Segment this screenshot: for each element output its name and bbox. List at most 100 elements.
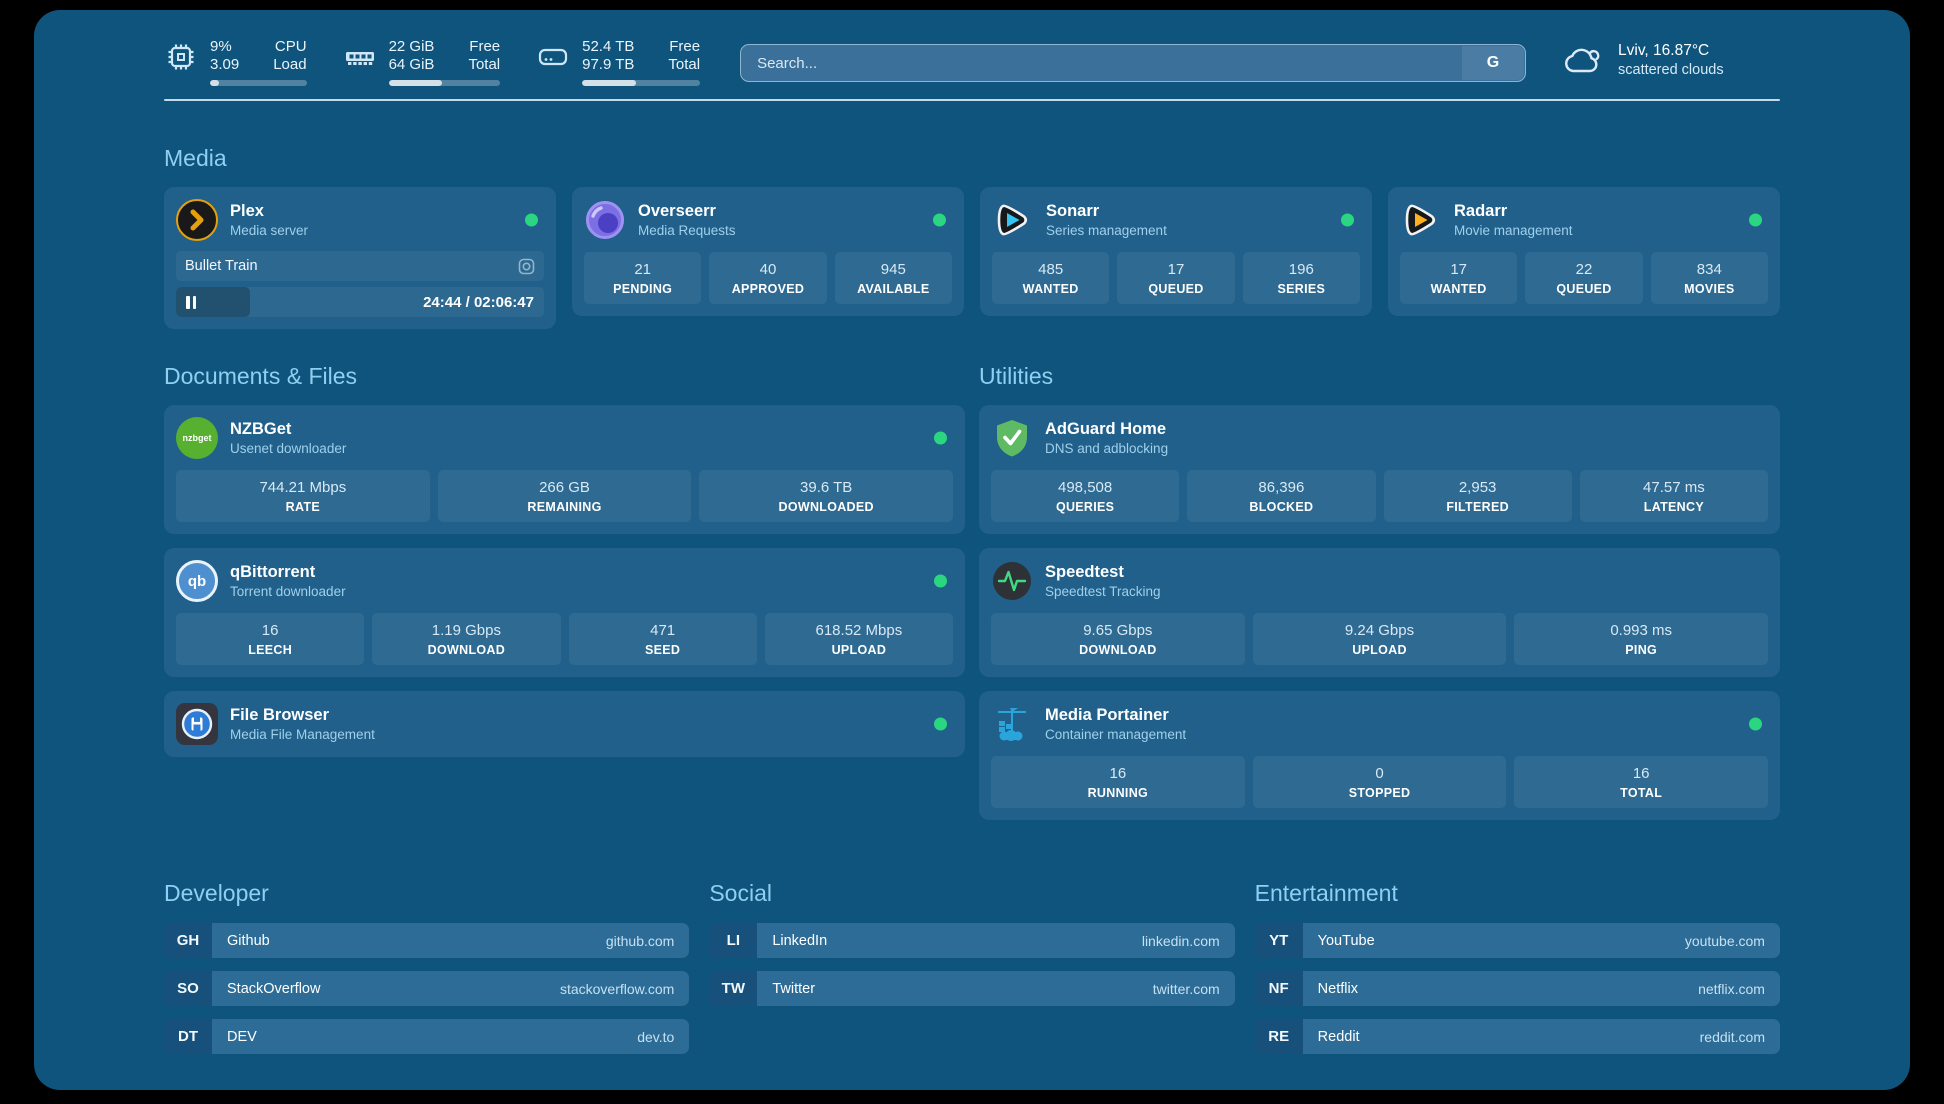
- playback-progress-fill: [176, 287, 250, 317]
- stat-tile: 498,508 QUERIES: [991, 470, 1180, 522]
- search-input[interactable]: [740, 44, 1526, 82]
- app-subtitle: Usenet downloader: [230, 441, 347, 456]
- ram-icon: [345, 52, 374, 65]
- app-subtitle: Series management: [1046, 223, 1167, 238]
- link-dev[interactable]: DT DEV dev.to: [164, 1019, 690, 1054]
- link-reddit[interactable]: RE Reddit reddit.com: [1254, 1019, 1780, 1054]
- section-title-social: Social: [709, 880, 772, 906]
- disk-free-label: Free: [669, 38, 701, 55]
- now-playing-row: Bullet Train: [176, 251, 544, 281]
- section-title-utilities: Utilities: [979, 363, 1054, 389]
- link-url: youtube.com: [1684, 932, 1765, 949]
- app-subtitle: Speedtest Tracking: [1045, 584, 1161, 599]
- app-title: Plex: [230, 202, 264, 220]
- section-title-media: Media: [164, 145, 227, 171]
- link-url: dev.to: [637, 1028, 675, 1045]
- stat-tile: 17 WANTED: [1400, 252, 1518, 304]
- link-stackoverflow[interactable]: SO StackOverflow stackoverflow.com: [164, 971, 690, 1006]
- cpu-progress-fill: [210, 80, 219, 86]
- stat-tile: 618.52 Mbps UPLOAD: [764, 613, 953, 665]
- stat-tile: 9.24 Gbps UPLOAD: [1252, 613, 1507, 665]
- memory-metric: 22 GiB Free 64 GiB Total: [343, 38, 501, 86]
- weather-widget: Lviv, 16.87°C scattered clouds: [1560, 40, 1780, 80]
- status-dot: [525, 213, 538, 227]
- link-name: DEV: [227, 1028, 257, 1045]
- link-abbr: DT: [164, 1019, 212, 1054]
- link-name: Twitter: [772, 980, 816, 997]
- app-title: Radarr: [1454, 202, 1508, 220]
- link-url: twitter.com: [1152, 980, 1220, 997]
- stat-tile: 485 WANTED: [992, 252, 1110, 304]
- stat-tile: 834 MOVIES: [1650, 252, 1768, 304]
- app-title: Media Portainer: [1045, 706, 1169, 724]
- app-card-nzbget[interactable]: nzbget NZBGet Usenet downloader 744.21 M…: [164, 405, 965, 534]
- dashboard: 9% CPU 3.09 Load: [34, 10, 1910, 1090]
- app-card-portainer[interactable]: Media Portainer Container management 16 …: [979, 691, 1780, 820]
- app-card-qbittorrent[interactable]: qb qBittorrent Torrent downloader 16 LEE…: [164, 548, 965, 677]
- app-subtitle: DNS and adblocking: [1045, 441, 1169, 456]
- status-dot: [934, 574, 947, 588]
- stat-tile: 1.19 Gbps DOWNLOAD: [372, 613, 561, 665]
- app-subtitle: Media Requests: [638, 223, 736, 238]
- link-github[interactable]: GH Github github.com: [164, 923, 690, 958]
- link-abbr: SO: [164, 971, 212, 1006]
- cpu-progress-bar: [210, 80, 307, 86]
- speedtest-icon: [991, 560, 1033, 602]
- section-title-developer: Developer: [164, 880, 269, 906]
- header-divider: [164, 99, 1780, 101]
- search-engine-button[interactable]: G: [1462, 46, 1524, 80]
- stat-tile: 0.993 ms PING: [1514, 613, 1769, 665]
- status-dot: [1749, 717, 1762, 731]
- pause-icon[interactable]: [186, 295, 196, 309]
- link-abbr: RE: [1254, 1019, 1303, 1054]
- stat-tile: 22 QUEUED: [1525, 252, 1643, 304]
- disk-metric: 52.4 TB Free 97.9 TB Total: [536, 38, 701, 86]
- link-name: Reddit: [1317, 1028, 1360, 1045]
- disk-progress-fill: [582, 80, 637, 86]
- link-abbr: GH: [164, 923, 212, 958]
- status-dot: [934, 717, 947, 731]
- video-camera-icon: [518, 258, 535, 275]
- portainer-icon: [991, 703, 1033, 745]
- disk-icon: [539, 48, 568, 66]
- memory-free-value: 22 GiB: [388, 38, 435, 55]
- app-card-filebrowser[interactable]: File Browser Media File Management: [164, 691, 965, 757]
- overseerr-icon: [584, 199, 626, 241]
- link-url: stackoverflow.com: [559, 980, 675, 997]
- sonarr-icon: [992, 199, 1034, 241]
- link-youtube[interactable]: YT YouTube youtube.com: [1254, 923, 1780, 958]
- stat-tile: 744.21 Mbps RATE: [176, 470, 430, 522]
- app-card-speedtest[interactable]: Speedtest Speedtest Tracking 9.65 Gbps D…: [979, 548, 1780, 677]
- link-twitter[interactable]: TW Twitter twitter.com: [709, 971, 1235, 1006]
- playback-progress-bar[interactable]: 24:44 / 02:06:47: [176, 287, 544, 317]
- stat-tile: 0 STOPPED: [1252, 756, 1507, 808]
- stat-tile: 16 LEECH: [176, 613, 365, 665]
- plex-icon: [176, 199, 218, 241]
- stat-tile: 47.57 ms LATENCY: [1579, 470, 1768, 522]
- app-title: qBittorrent: [230, 563, 316, 581]
- disk-free-value: 52.4 TB: [582, 38, 635, 55]
- app-card-radarr[interactable]: Radarr Movie management 17 WANTED 22 QUE…: [1388, 187, 1780, 316]
- playback-time: 24:44 / 02:06:47: [423, 293, 534, 311]
- memory-free-label: Free: [469, 38, 501, 55]
- link-name: Github: [227, 932, 270, 949]
- link-name: LinkedIn: [772, 932, 828, 949]
- app-subtitle: Torrent downloader: [230, 584, 346, 599]
- app-card-overseerr[interactable]: Overseerr Media Requests 21 PENDING 40 A…: [572, 187, 964, 316]
- cpu-load-label: Load: [273, 56, 307, 73]
- link-url: github.com: [605, 932, 675, 949]
- app-card-adguard[interactable]: AdGuard Home DNS and adblocking 498,508 …: [979, 405, 1780, 534]
- status-dot: [1341, 213, 1354, 227]
- weather-location-temp: Lviv, 16.87°C: [1618, 42, 1710, 59]
- link-abbr: YT: [1254, 923, 1303, 958]
- link-netflix[interactable]: NF Netflix netflix.com: [1254, 971, 1780, 1006]
- adguard-icon: [991, 417, 1033, 459]
- link-name: StackOverflow: [227, 980, 321, 997]
- stat-tile: 2,953 FILTERED: [1383, 470, 1572, 522]
- app-card-sonarr[interactable]: Sonarr Series management 485 WANTED 17 Q…: [980, 187, 1372, 316]
- link-abbr: TW: [709, 971, 758, 1006]
- app-subtitle: Container management: [1045, 727, 1187, 742]
- link-linkedin[interactable]: LI LinkedIn linkedin.com: [709, 923, 1235, 958]
- status-dot: [1749, 213, 1762, 227]
- app-card-plex[interactable]: Plex Media server Bullet Train 24:44 / 0…: [164, 187, 556, 329]
